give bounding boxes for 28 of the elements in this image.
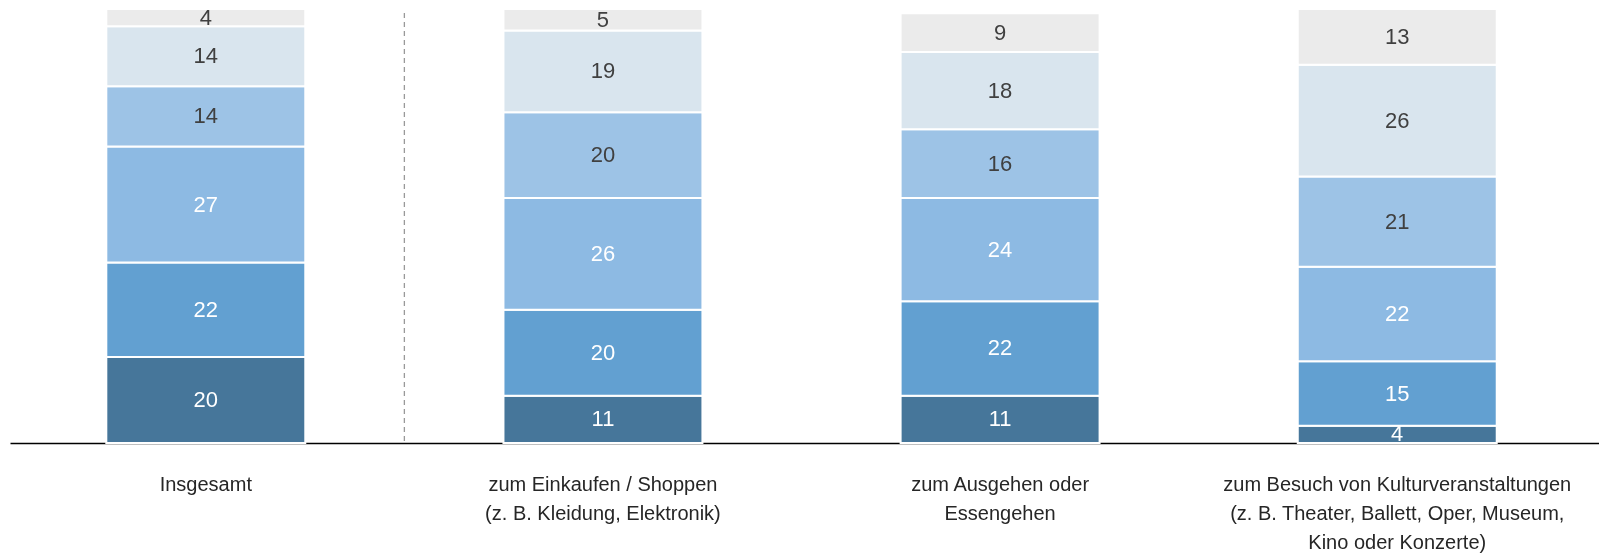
- data-label: 11: [988, 406, 1012, 432]
- data-label: 22: [987, 335, 1013, 361]
- data-label: 16: [987, 150, 1013, 176]
- data-label: 5: [596, 6, 610, 32]
- data-label: 14: [193, 103, 219, 129]
- data-label: 4: [199, 4, 212, 30]
- data-label: 26: [1385, 107, 1410, 133]
- data-label: 20: [590, 339, 616, 365]
- data-label: 15: [1385, 380, 1410, 406]
- data-label: 14: [193, 43, 219, 69]
- data-label: 9: [993, 19, 1007, 45]
- data-label: 27: [193, 191, 219, 217]
- x-tick-label: zum Einkaufen / Shoppen (z. B. Kleidung, Elektronik): [485, 472, 721, 524]
- data-label: 26: [590, 240, 616, 266]
- data-label: 13: [1385, 23, 1410, 49]
- data-label: 11: [591, 406, 615, 432]
- data-label: 24: [987, 236, 1013, 262]
- data-label: 22: [1385, 301, 1410, 327]
- data-label: 20: [193, 387, 219, 413]
- data-label: 19: [590, 58, 616, 84]
- data-label: 22: [193, 296, 219, 322]
- x-tick-label: zum Ausgehen oder Essengehen: [911, 472, 1090, 524]
- data-label: 4: [1391, 421, 1404, 447]
- x-tick-label: zum Besuch von Kulturveranstaltungen (z. B. Theater, Ballett, Oper, Museum, Kino oder Konzerte): [1223, 472, 1572, 553]
- data-label: 18: [987, 77, 1013, 103]
- x-tick-label: Insgesamt: [159, 472, 253, 495]
- data-label: 20: [590, 142, 616, 168]
- data-label: 21: [1385, 208, 1410, 234]
